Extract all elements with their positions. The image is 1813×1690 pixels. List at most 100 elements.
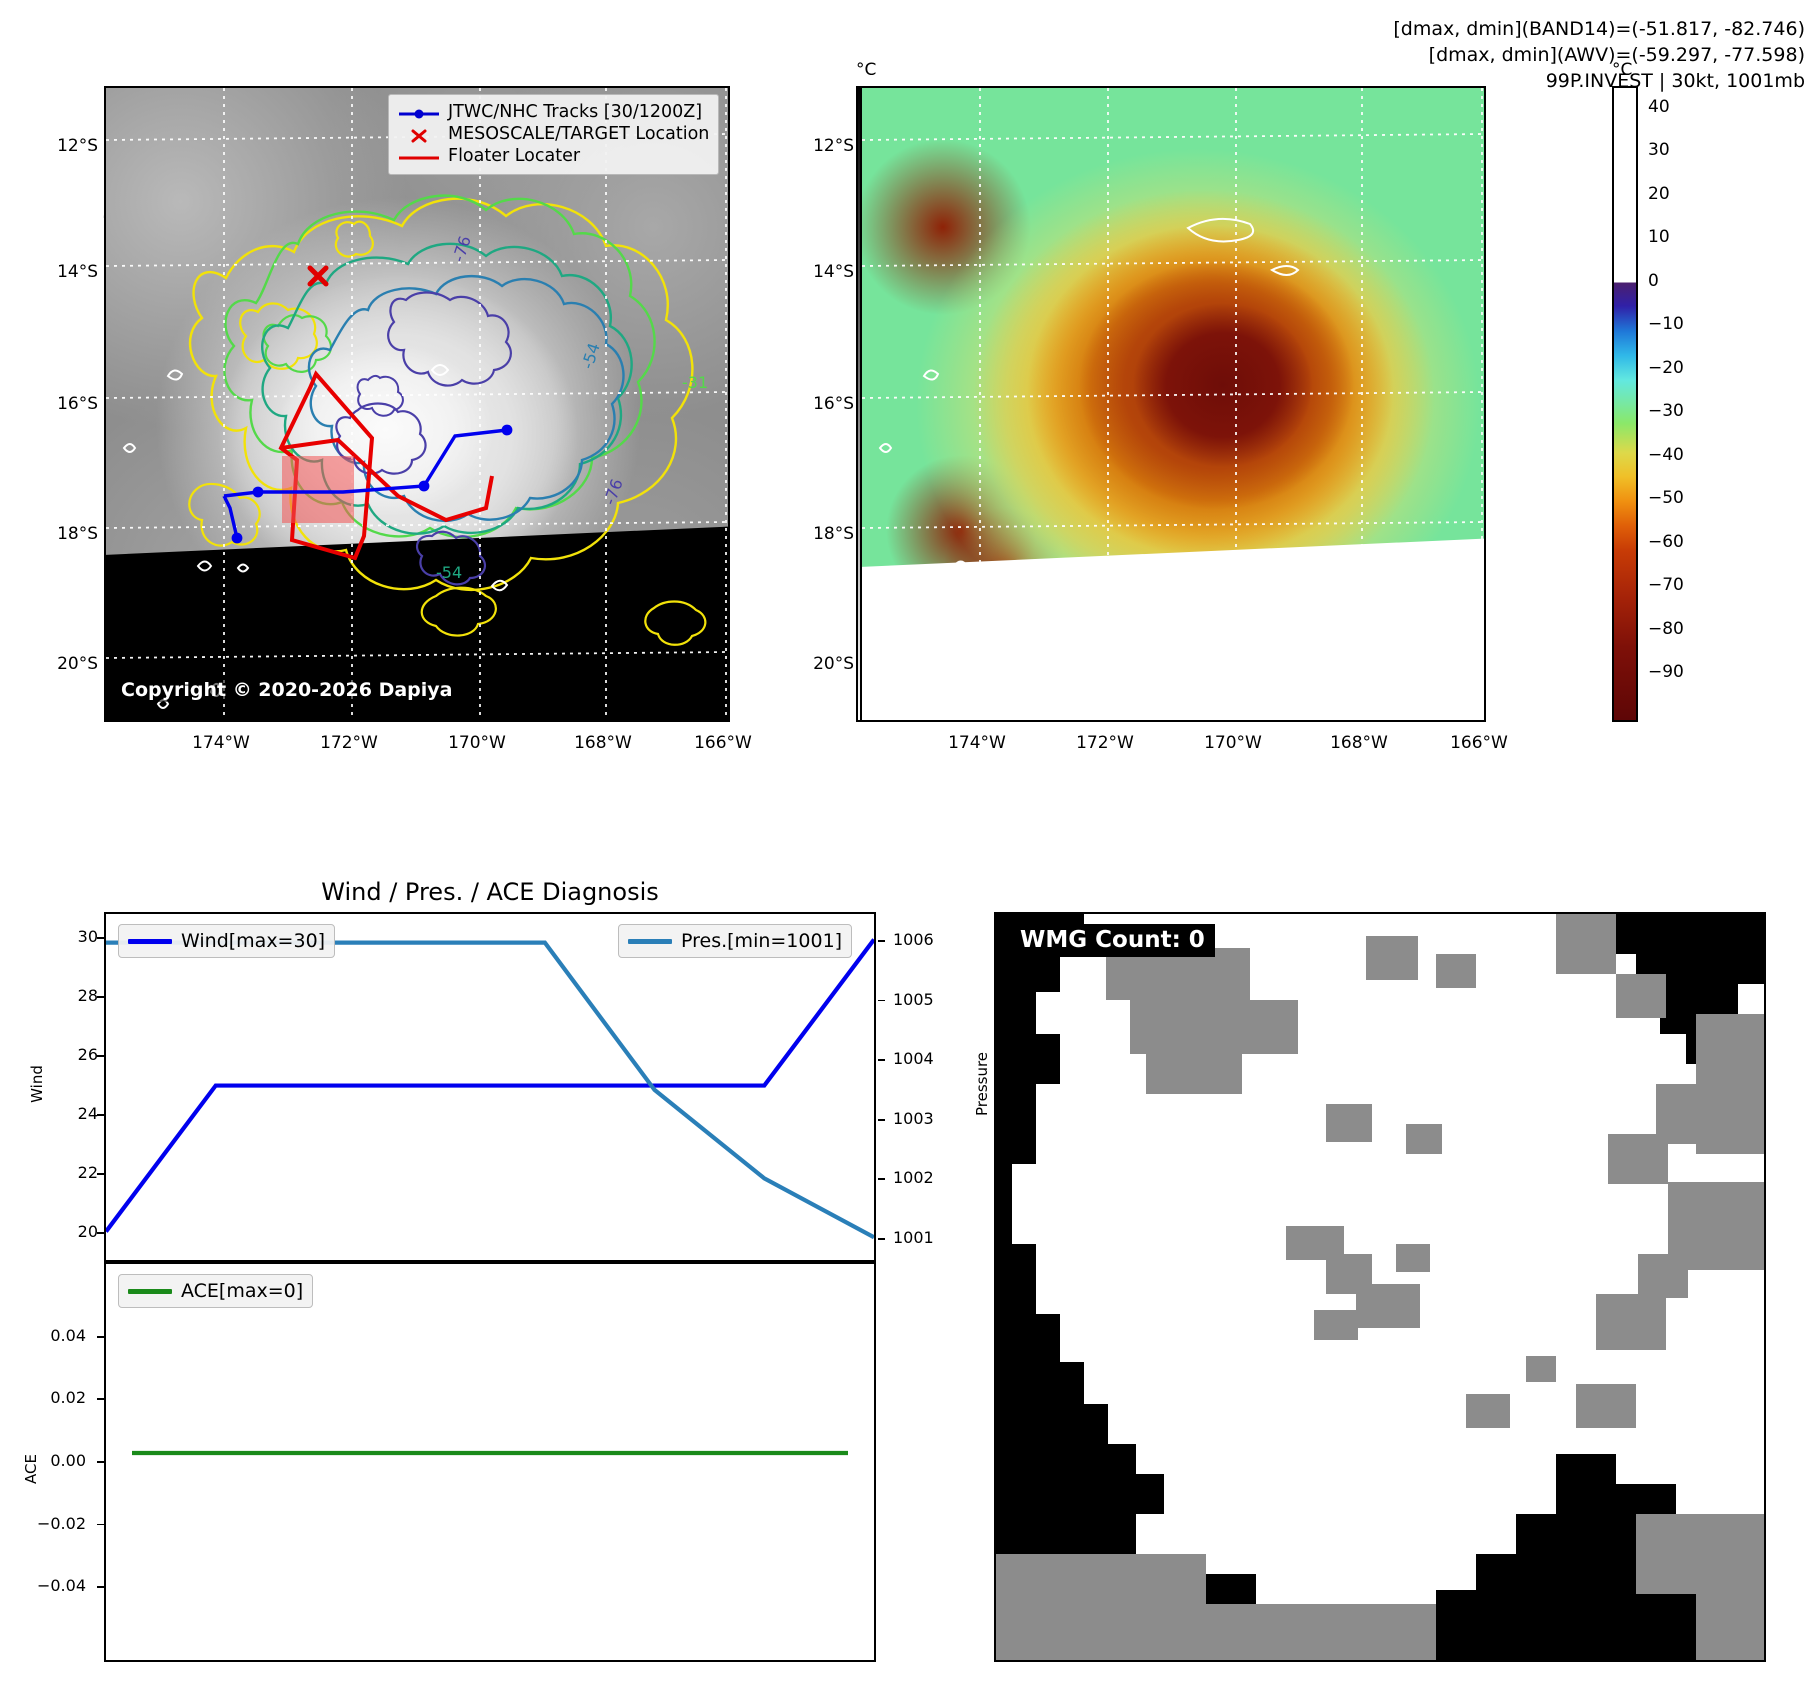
ace-legend-swatch bbox=[128, 1288, 172, 1294]
wmg-count-badge: WMG Count: 0 bbox=[1010, 924, 1215, 957]
ace-yticks-label-3: 0.02 bbox=[50, 1388, 86, 1408]
pres-yticks-mark-5 bbox=[878, 939, 885, 942]
jtwc-track-line bbox=[223, 428, 508, 498]
wind-yticks-mark-0 bbox=[97, 1232, 104, 1235]
wind-yticks-label-2: 24 bbox=[77, 1104, 98, 1124]
pres-yticks-mark-4 bbox=[878, 999, 885, 1002]
diagnosis-title: Wind / Pres. / ACE Diagnosis bbox=[321, 878, 659, 906]
pressure-legend[interactable]: Pres.[min=1001] bbox=[618, 924, 853, 958]
pres-yticks-mark-0 bbox=[878, 1238, 885, 1240]
awv-cbar-ticks-tick-8: −40 bbox=[1648, 444, 1684, 465]
awv-lat-label-3: 18°S bbox=[813, 524, 854, 544]
wind-yticks-mark-5 bbox=[97, 936, 104, 939]
series-1 bbox=[106, 940, 875, 1240]
ir-satellite-map[interactable]: -76 -76 -54 -54 -31 bbox=[104, 86, 730, 722]
pressure-legend-label: Pres.[min=1001] bbox=[681, 930, 843, 952]
awv-cbar-ticks-tick-0: 40 bbox=[1648, 96, 1670, 117]
pressure-legend-swatch bbox=[628, 938, 672, 944]
awv-lon-label-1: 172°W bbox=[1076, 733, 1134, 753]
ace-yticks-label-0: −0.04 bbox=[36, 1576, 86, 1596]
wind-legend-swatch bbox=[128, 938, 172, 944]
contour-label-31: -31 bbox=[682, 373, 708, 392]
awv-cbar-ticks-tick-9: −50 bbox=[1648, 488, 1684, 509]
wind-pressure-series-layer bbox=[104, 938, 876, 1240]
dmax-dmin-awv: [dmax, dmin](AWV)=(-59.297, -77.598) bbox=[1428, 44, 1805, 66]
ace-yticks-mark-1 bbox=[97, 1523, 104, 1526]
ace-yticks-label-1: −0.02 bbox=[36, 1513, 86, 1533]
wind-yticks-label-1: 22 bbox=[77, 1163, 98, 1183]
wind-yticks-label-0: 20 bbox=[77, 1222, 98, 1242]
awv-lat-label-0: 12°S bbox=[813, 136, 854, 156]
wind-axis-label: Wind bbox=[27, 1065, 46, 1103]
ir-lat-label-1: 14°S bbox=[57, 262, 98, 282]
contour-label-54a: -54 bbox=[578, 341, 604, 372]
awv-cbar-ticks-tick-2: 20 bbox=[1648, 183, 1670, 204]
ace-yticks-mark-2 bbox=[97, 1461, 104, 1463]
legend-row-target: MESOSCALE/TARGET Location bbox=[398, 123, 709, 145]
mesoscale-target-x-marker bbox=[307, 265, 329, 287]
awv-cbar-ticks-tick-10: −60 bbox=[1648, 531, 1684, 552]
pres-yticks-label-0: 1001 bbox=[893, 1228, 934, 1248]
header-info-block: [dmax, dmin](BAND14)=(-51.817, -82.746) … bbox=[1393, 16, 1805, 94]
pres-yticks-mark-3 bbox=[878, 1059, 885, 1061]
awv-lat-label-2: 16°S bbox=[813, 394, 854, 414]
ir-lon-label-4: 166°W bbox=[694, 733, 752, 753]
mesoscale-target-box bbox=[282, 456, 354, 523]
wind-pressure-chart[interactable] bbox=[104, 912, 876, 1262]
ir-map-legend[interactable]: JTWC/NHC Tracks [30/1200Z] MESOSCALE/TAR… bbox=[388, 94, 720, 175]
wind-yticks-mark-3 bbox=[97, 1054, 104, 1057]
dmax-dmin-band14: [dmax, dmin](BAND14)=(-51.817, -82.746) bbox=[1393, 18, 1805, 40]
wind-legend[interactable]: Wind[max=30] bbox=[118, 924, 336, 958]
storm-status: 99P.INVEST | 30kt, 1001mb bbox=[1545, 70, 1805, 92]
ir-contour-overlay: -76 -76 -54 -54 -31 bbox=[106, 88, 728, 720]
contour-label-54b: -54 bbox=[436, 563, 462, 582]
ir-lon-label-1: 172°W bbox=[320, 733, 378, 753]
ir-lat-label-4: 20°S bbox=[57, 654, 98, 674]
awv-lat-label-1: 14°S bbox=[813, 262, 854, 282]
wind-legend-label: Wind[max=30] bbox=[181, 930, 326, 952]
floater-line-icon bbox=[398, 149, 440, 163]
wind-yticks-label-3: 26 bbox=[77, 1044, 98, 1064]
ace-yticks-mark-3 bbox=[97, 1398, 104, 1401]
ace-yticks-label-4: 0.04 bbox=[50, 1325, 86, 1345]
pres-yticks-label-1: 1002 bbox=[893, 1168, 934, 1188]
contour-label-76a: -76 bbox=[449, 234, 475, 265]
awv-cbar-ticks-tick-1: 30 bbox=[1648, 140, 1670, 161]
series-0 bbox=[104, 938, 876, 1233]
awv-cbar-ticks-tick-3: 10 bbox=[1648, 227, 1670, 248]
ace-series-layer bbox=[132, 1450, 848, 1456]
pressure-axis-label: Pressure bbox=[973, 1051, 992, 1117]
legend-label-tracks: JTWC/NHC Tracks [30/1200Z] bbox=[448, 102, 703, 122]
ir-colorbar-title: °C bbox=[856, 60, 877, 80]
awv-lon-label-3: 168°W bbox=[1330, 733, 1388, 753]
awv-cbar-ticks-tick-12: −80 bbox=[1648, 618, 1684, 639]
legend-row-floater: Floater Locater bbox=[398, 145, 709, 167]
awv-lon-label-2: 170°W bbox=[1204, 733, 1262, 753]
wind-yticks-mark-4 bbox=[97, 995, 104, 998]
awv-cbar-ticks-tick-5: −10 bbox=[1648, 314, 1684, 335]
ir-lon-label-3: 168°W bbox=[574, 733, 632, 753]
awv-lat-label-4: 20°S bbox=[813, 654, 854, 674]
copyright-notice: Copyright © 2020-2026 Dapiya bbox=[116, 678, 458, 702]
pres-yticks-label-3: 1004 bbox=[893, 1049, 934, 1069]
pres-yticks-mark-2 bbox=[878, 1118, 885, 1121]
awv-cbar-ticks-tick-11: −70 bbox=[1648, 575, 1684, 596]
awv-satellite-map[interactable] bbox=[860, 86, 1486, 722]
ace-legend[interactable]: ACE[max=0] bbox=[118, 1274, 314, 1308]
track-line-icon bbox=[398, 105, 440, 119]
ace-chart[interactable] bbox=[104, 1262, 876, 1662]
ir-lat-label-0: 12°S bbox=[57, 136, 98, 156]
ir-lon-label-2: 170°W bbox=[448, 733, 506, 753]
jtwc-track-points bbox=[231, 424, 513, 544]
awv-lon-label-0: 174°W bbox=[948, 733, 1006, 753]
awv-lon-label-4: 166°W bbox=[1450, 733, 1508, 753]
ir-lon-label-0: 174°W bbox=[192, 733, 250, 753]
legend-label-target: MESOSCALE/TARGET Location bbox=[448, 124, 710, 144]
legend-row-tracks: JTWC/NHC Tracks [30/1200Z] bbox=[398, 101, 709, 123]
pres-yticks-label-2: 1003 bbox=[893, 1108, 934, 1128]
awv-overlay bbox=[862, 88, 1484, 720]
wind-yticks-label-5: 30 bbox=[77, 926, 98, 946]
awv-cbar-ticks-tick-13: −90 bbox=[1648, 662, 1684, 683]
wmg-count-panel[interactable]: WMG Count: 0 bbox=[994, 912, 1766, 1662]
wind-yticks-mark-1 bbox=[97, 1173, 104, 1175]
